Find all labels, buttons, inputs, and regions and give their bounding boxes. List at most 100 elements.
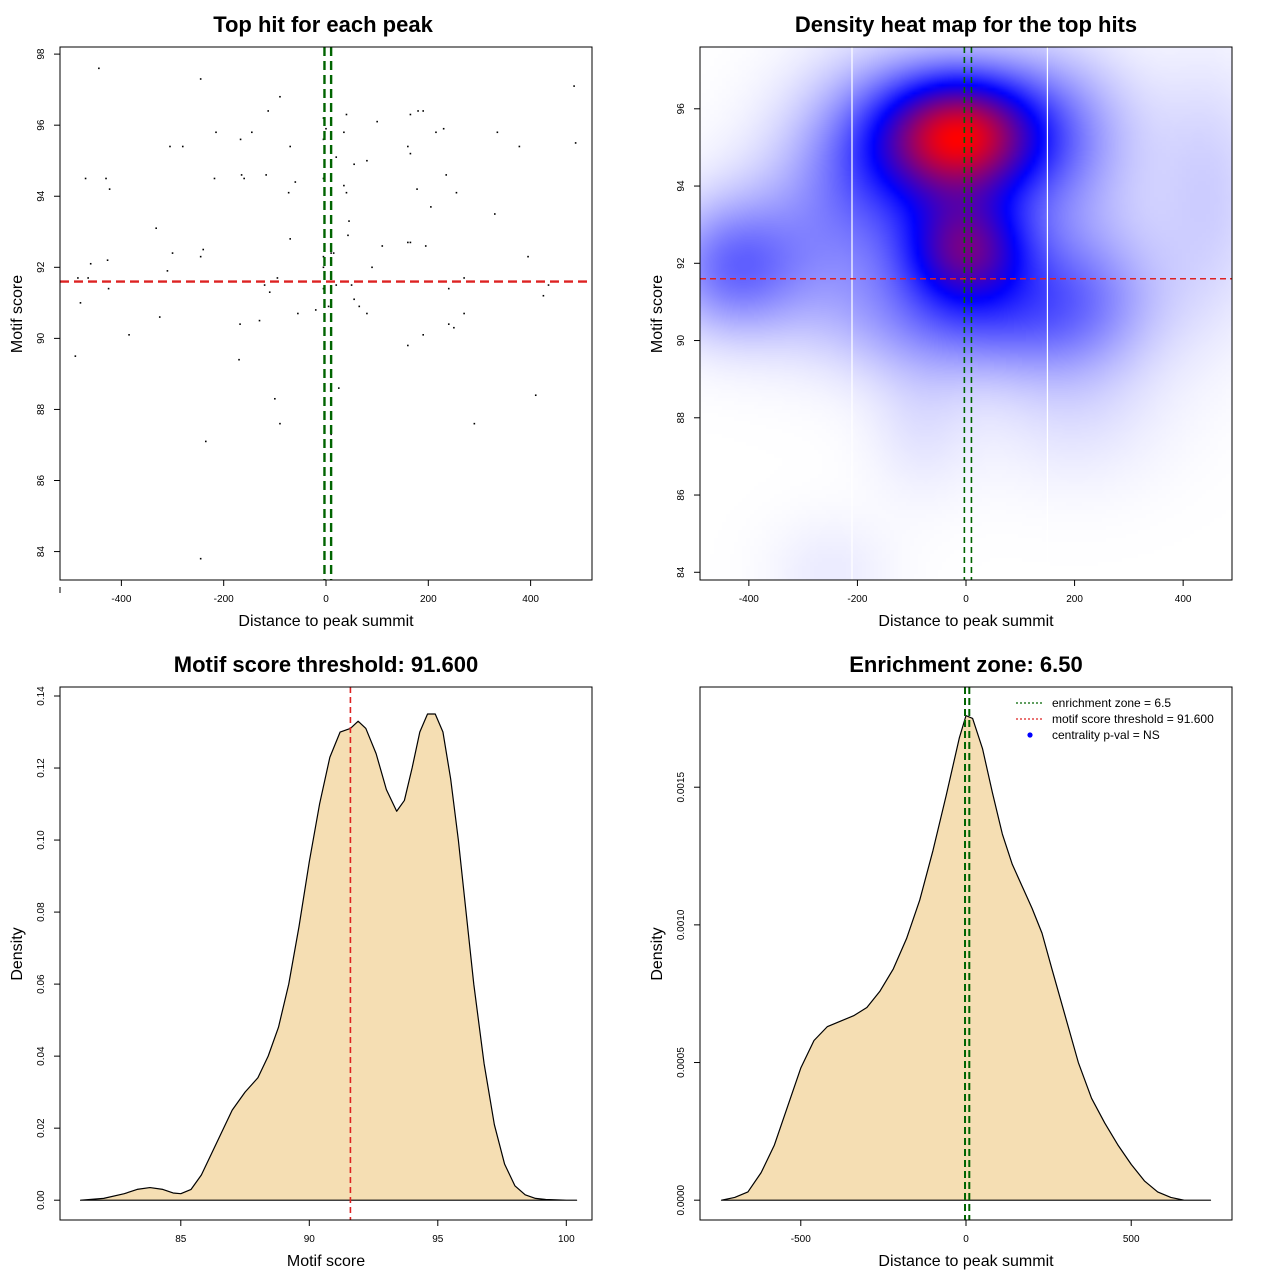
scatter-point <box>376 120 378 123</box>
score-density-ytick-label: 0.12 <box>36 758 47 778</box>
score-density-ytick-label: 0.00 <box>36 1190 47 1210</box>
scatter-point <box>204 440 207 443</box>
scatter-point <box>573 85 575 87</box>
scatter-point <box>442 127 445 130</box>
scatter-xtick-label: 0 <box>323 594 329 605</box>
scatter-point <box>294 181 297 183</box>
scatter-point <box>345 113 348 116</box>
scatter-title: Top hit for each peak <box>213 12 433 37</box>
scatter-point <box>353 298 355 301</box>
legend-enrichment-label: enrichment zone = 6.5 <box>1052 696 1171 710</box>
scatter-point <box>297 312 299 315</box>
scatter-point <box>330 252 332 254</box>
scatter-point <box>239 323 241 325</box>
scatter-point <box>447 287 450 290</box>
scatter-xtick-label: -200 <box>214 594 234 605</box>
legend-threshold-label: motif score threshold = 91.600 <box>1052 712 1214 726</box>
scatter-point <box>343 131 345 134</box>
scatter-point <box>171 252 174 254</box>
heatmap-ytick-label: 92 <box>676 257 687 269</box>
heatmap-xtick-label: 200 <box>1066 594 1083 605</box>
heatmap-plot-frame <box>699 46 1233 581</box>
heatmap-ytick-label: 84 <box>676 566 687 578</box>
score-density-plot-frame <box>59 686 593 1221</box>
heatmap-density-image <box>700 47 1232 580</box>
heatmap-title: Density heat map for the top hits <box>795 12 1137 37</box>
scatter-ylabel: Motif score <box>9 275 26 353</box>
scatter-point <box>409 152 412 155</box>
score-density-area <box>79 713 578 1201</box>
scatter-point <box>430 206 432 208</box>
scatter-point <box>106 259 109 261</box>
scatter-point <box>158 316 161 318</box>
scatter-point <box>407 241 409 244</box>
distance-density-legend: enrichment zone = 6.5 motif score thresh… <box>1016 696 1214 742</box>
scatter-point <box>463 312 465 315</box>
scatter-point <box>79 302 82 304</box>
scatter-point <box>542 294 545 297</box>
scatter-point <box>417 110 419 112</box>
scatter-point <box>473 422 476 425</box>
heatmap-panel: Density heat map for the top hits Distan… <box>649 12 1233 630</box>
scatter-point <box>215 131 217 134</box>
score-density-xtick-label: 95 <box>432 1234 444 1245</box>
scatter-reference-lines <box>60 47 592 580</box>
scatter-point <box>447 323 450 325</box>
scatter-point <box>322 255 325 258</box>
distance-density-ytick-label: 0.0015 <box>676 771 687 802</box>
score-density-ytick-label: 0.14 <box>36 686 47 706</box>
heatmap-xtick-label: -400 <box>739 594 759 605</box>
heatmap-xtick-label: 0 <box>963 594 969 605</box>
scatter-ytick-label: 98 <box>36 48 47 60</box>
scatter-point <box>463 277 465 279</box>
scatter-point <box>358 305 361 308</box>
score-density-ytick-label: 0.02 <box>36 1118 47 1138</box>
scatter-point <box>181 145 184 148</box>
scatter-point <box>350 284 353 286</box>
heatmap-ylabel: Motif score <box>649 275 666 353</box>
scatter-xtick-label: 400 <box>522 594 539 605</box>
scatter-plot-frame <box>59 46 593 581</box>
scatter-point <box>89 262 92 265</box>
scatter-point <box>263 284 266 286</box>
score-density-ytick-label: 0.10 <box>36 830 47 850</box>
scatter-ytick-label: 90 <box>36 332 47 344</box>
scatter-ytick-label: 86 <box>36 475 47 487</box>
scatter-point <box>494 213 496 215</box>
heatmap-ytick-label: 96 <box>676 103 687 115</box>
scatter-point <box>276 277 279 279</box>
scatter-point <box>335 156 338 158</box>
scatter-point <box>348 220 350 222</box>
scatter-point <box>199 557 202 560</box>
scatter-point <box>238 358 240 361</box>
scatter-point <box>435 131 437 134</box>
scatter-point <box>325 127 327 130</box>
scatter-point <box>240 174 243 176</box>
scatter-point <box>77 277 79 279</box>
heatmap-xtick-label: -200 <box>847 594 867 605</box>
scatter-point <box>496 131 499 134</box>
scatter-point <box>527 255 529 258</box>
scatter-point <box>366 159 368 162</box>
scatter-point <box>279 95 281 98</box>
distance-density-ytick-label: 0.0010 <box>676 909 687 940</box>
scatter-point <box>314 309 317 311</box>
score-density-curve <box>79 713 578 1201</box>
scatter-point <box>322 266 325 269</box>
scatter-point <box>327 305 330 308</box>
scatter-point <box>424 245 427 247</box>
scatter-point <box>422 334 424 336</box>
distance-density-ytick-label: 0.0005 <box>676 1047 687 1078</box>
distance-density-plot-frame <box>699 686 1233 1221</box>
score-density-ytick-label: 0.08 <box>36 902 47 922</box>
scatter-ytick-label: 96 <box>36 119 47 131</box>
scatter-point <box>265 174 267 176</box>
scatter-point <box>258 319 261 322</box>
heatmap-reference-lines <box>700 47 1232 580</box>
heatmap-ytick-label: 90 <box>676 335 687 347</box>
scatter-point <box>84 177 87 180</box>
heatmap-xlabel: Distance to peak summit <box>878 613 1054 630</box>
legend-pval-label: centrality p-val = NS <box>1052 728 1160 742</box>
scatter-point <box>268 291 271 293</box>
